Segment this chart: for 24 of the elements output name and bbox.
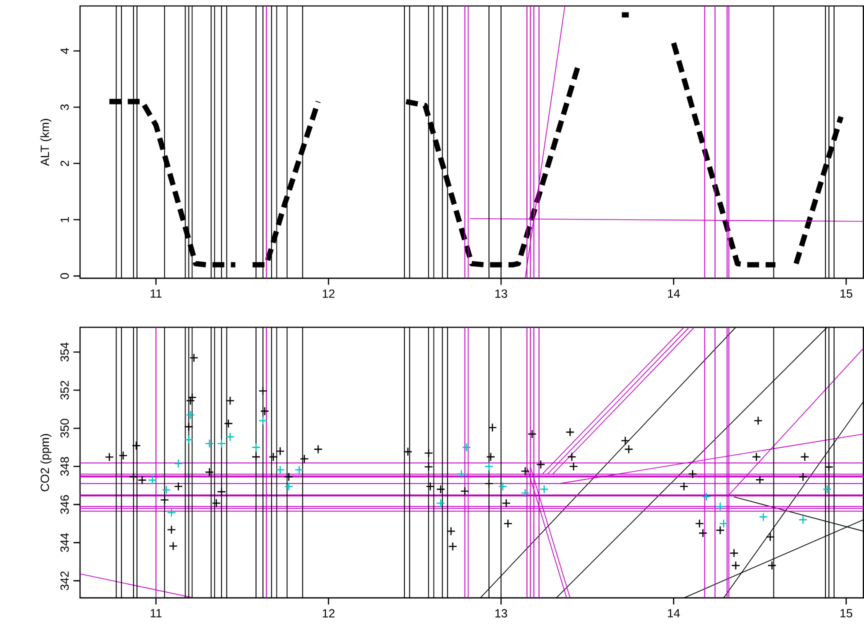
y-tick-label: 4	[60, 48, 69, 54]
x-tick-label: 15	[840, 608, 852, 618]
y-tick-label: 348	[60, 456, 69, 476]
x-tick-label: 11	[150, 608, 162, 618]
y-tick-label: 346	[60, 494, 69, 514]
y-tick-label: 342	[60, 571, 69, 590]
y-axis-title: ALT (km)	[40, 118, 52, 166]
y-tick-label: 3	[60, 104, 69, 110]
x-tick-label: 11	[150, 289, 162, 298]
y-tick-label: 350	[60, 418, 69, 438]
x-tick-label: 13	[495, 289, 508, 298]
y-tick-label: 2	[60, 160, 69, 166]
x-tick-label: 13	[495, 608, 508, 618]
y-tick-label: 1	[60, 216, 69, 222]
y-tick-label: 352	[60, 380, 69, 400]
x-tick-label: 14	[668, 608, 680, 618]
x-tick-label: 15	[840, 289, 852, 298]
y-axis-title: CO2 (ppm)	[40, 434, 52, 492]
y-tick-label: 0	[60, 272, 69, 279]
x-tick-label: 14	[668, 289, 680, 298]
x-tick-label: 12	[322, 608, 334, 618]
y-tick-label: 354	[60, 342, 69, 362]
y-tick-label: 344	[60, 532, 69, 552]
x-tick-label: 12	[322, 289, 334, 298]
